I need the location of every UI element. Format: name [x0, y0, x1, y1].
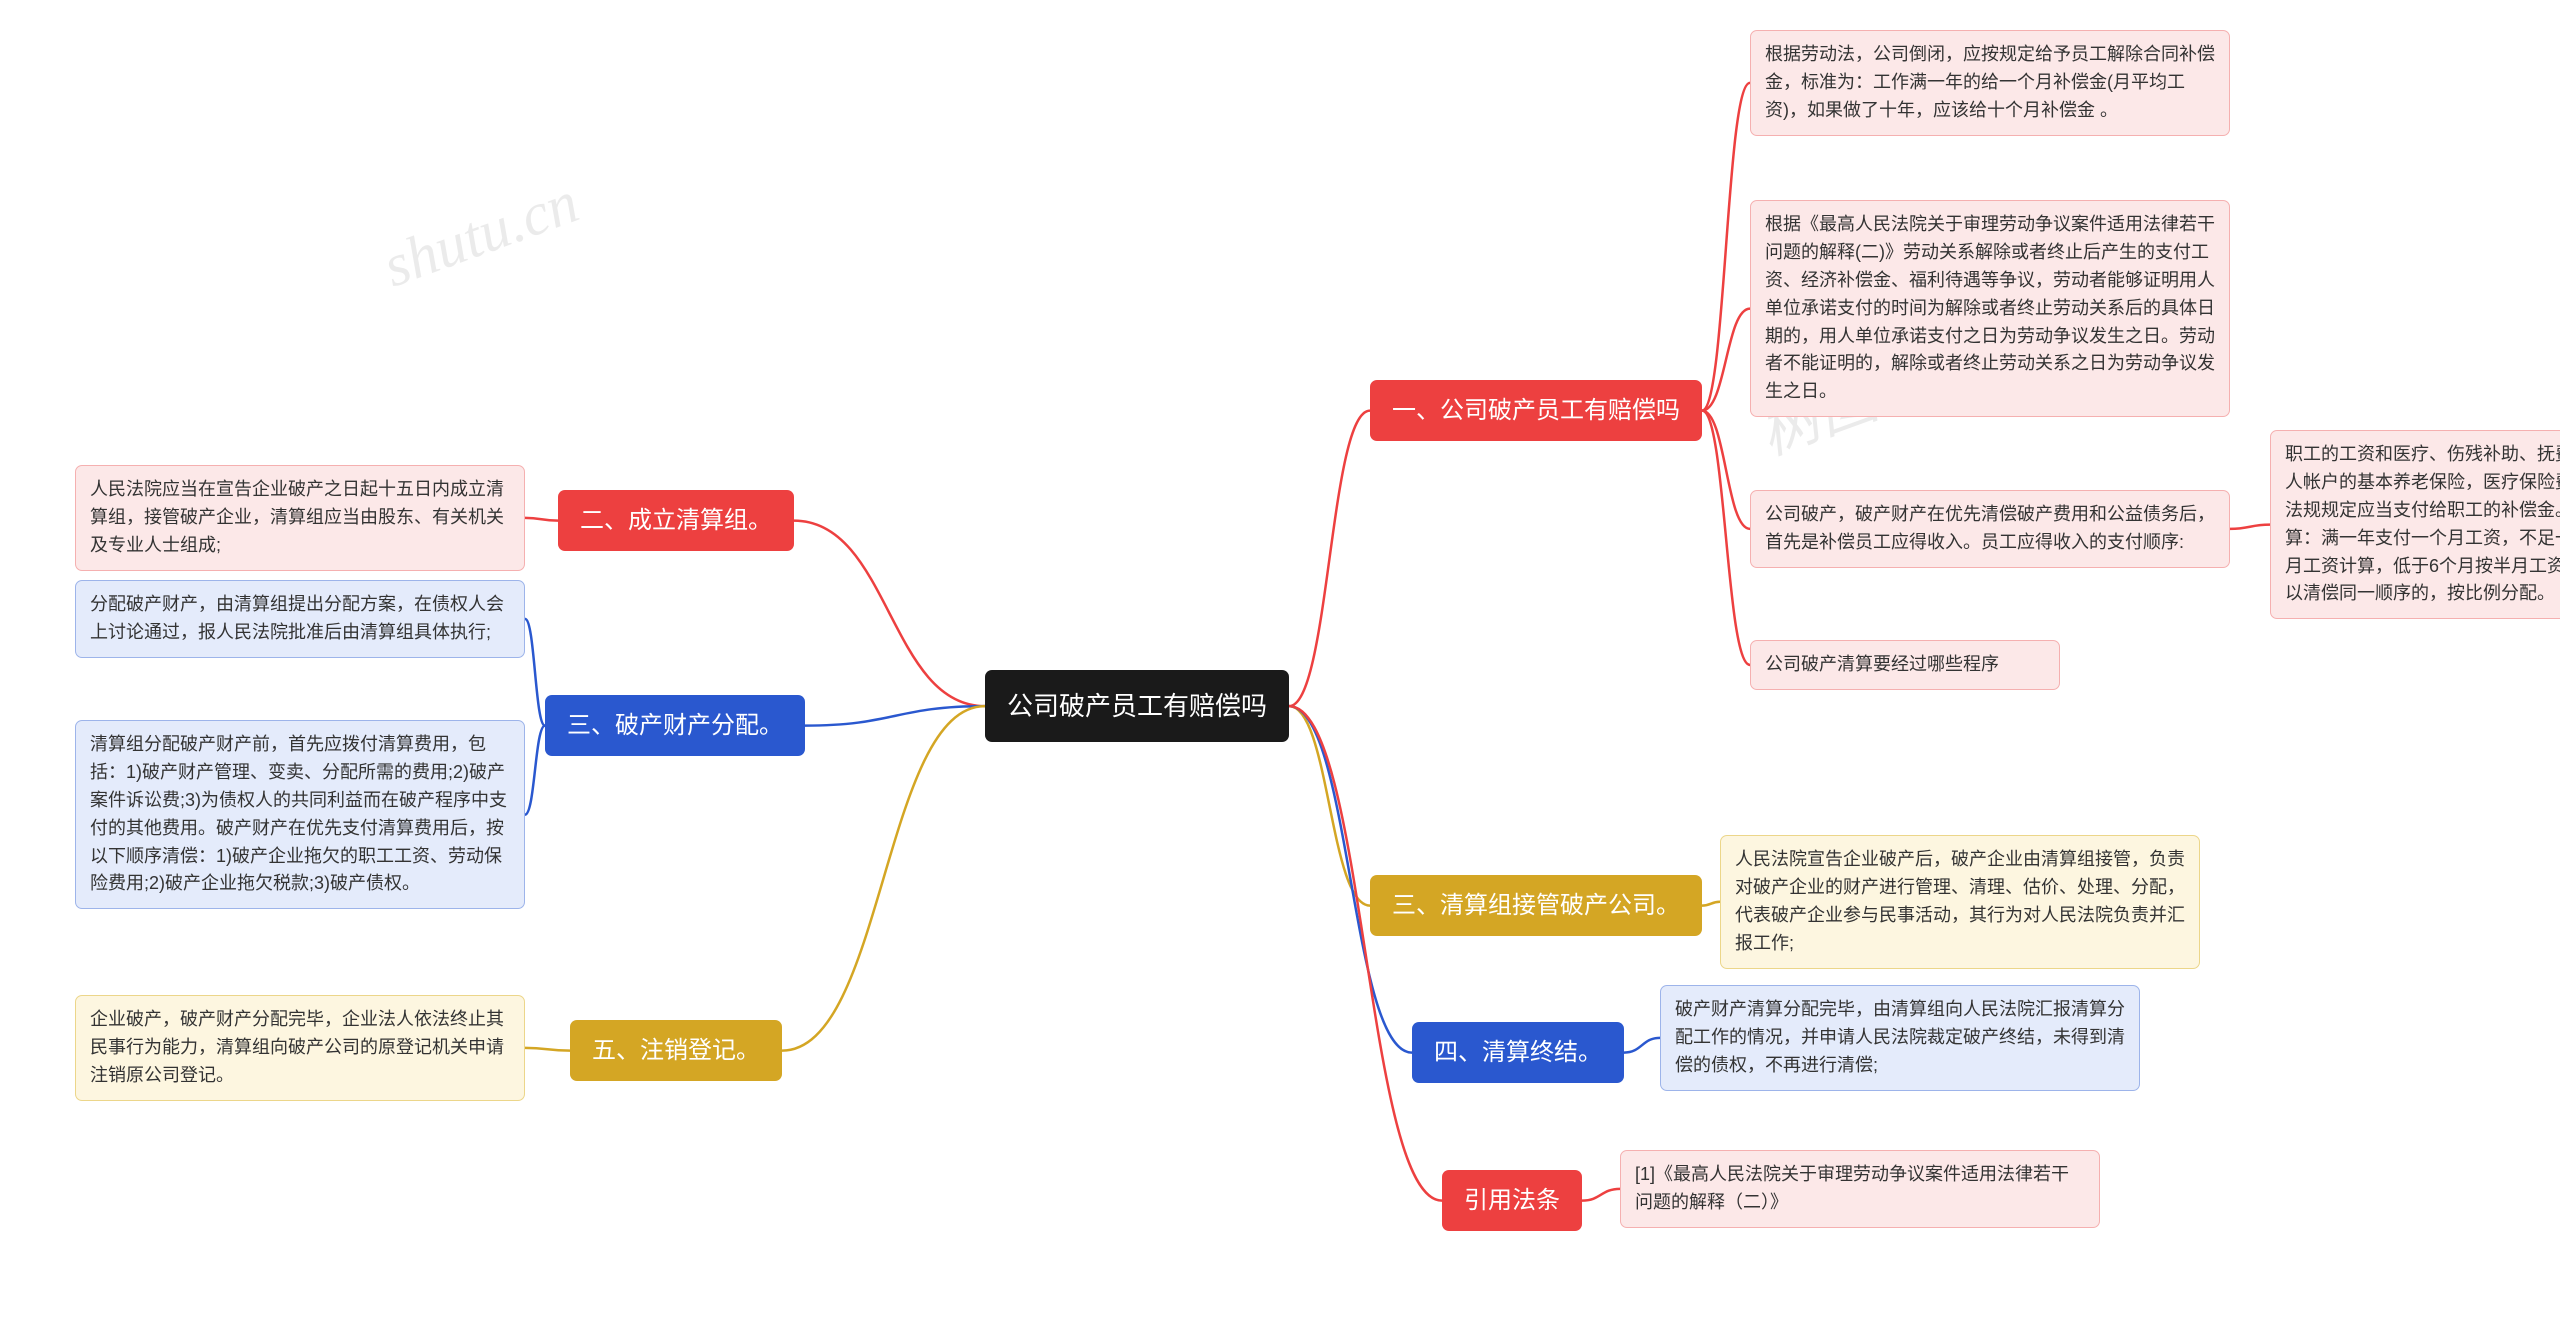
branch-r3[interactable]: 四、清算终结。	[1412, 1022, 1624, 1083]
leaf-r1b[interactable]: 根据《最高人民法院关于审理劳动争议案件适用法律若干问题的解释(二)》劳动关系解除…	[1750, 200, 2230, 417]
branch-r2[interactable]: 三、清算组接管破产公司。	[1370, 875, 1702, 936]
branch-r4[interactable]: 引用法条	[1442, 1170, 1582, 1231]
leaf-r1c[interactable]: 公司破产，破产财产在优先清偿破产费用和公益债务后，首先是补偿员工应得收入。员工应…	[1750, 490, 2230, 568]
branch-l1[interactable]: 二、成立清算组。	[558, 490, 794, 551]
leaf-r4a[interactable]: [1]《最高人民法院关于审理劳动争议案件适用法律若干问题的解释（二）》	[1620, 1150, 2100, 1228]
leaf-r1d[interactable]: 公司破产清算要经过哪些程序	[1750, 640, 2060, 690]
branch-l2[interactable]: 三、破产财产分配。	[545, 695, 805, 756]
leaf-r1a[interactable]: 根据劳动法，公司倒闭，应按规定给予员工解除合同补偿金，标准为：工作满一年的给一个…	[1750, 30, 2230, 136]
leaf-l2b[interactable]: 清算组分配破产财产前，首先应拨付清算费用，包括：1)破产财产管理、变卖、分配所需…	[75, 720, 525, 909]
leaf-l2a[interactable]: 分配破产财产，由清算组提出分配方案，在债权人会上讨论通过，报人民法院批准后由清算…	[75, 580, 525, 658]
branch-l3[interactable]: 五、注销登记。	[570, 1020, 782, 1081]
connector-layer	[0, 0, 2560, 1323]
leaf-r2a[interactable]: 人民法院宣告企业破产后，破产企业由清算组接管，负责对破产企业的财产进行管理、清理…	[1720, 835, 2200, 969]
branch-r1[interactable]: 一、公司破产员工有赔偿吗	[1370, 380, 1702, 441]
watermark-1: shutu.cn	[374, 168, 587, 302]
leaf-l3a[interactable]: 企业破产，破产财产分配完毕，企业法人依法终止其民事行为能力，清算组向破产公司的原…	[75, 995, 525, 1101]
leaf-r1c1[interactable]: 职工的工资和医疗、伤残补助、抚费用，应当划入职工个人帐户的基本养老保险，医疗保险…	[2270, 430, 2560, 619]
leaf-r3a[interactable]: 破产财产清算分配完毕，由清算组向人民法院汇报清算分配工作的情况，并申请人民法院裁…	[1660, 985, 2140, 1091]
center-node[interactable]: 公司破产员工有赔偿吗	[985, 670, 1289, 742]
leaf-l1a[interactable]: 人民法院应当在宣告企业破产之日起十五日内成立清算组，接管破产企业，清算组应当由股…	[75, 465, 525, 571]
